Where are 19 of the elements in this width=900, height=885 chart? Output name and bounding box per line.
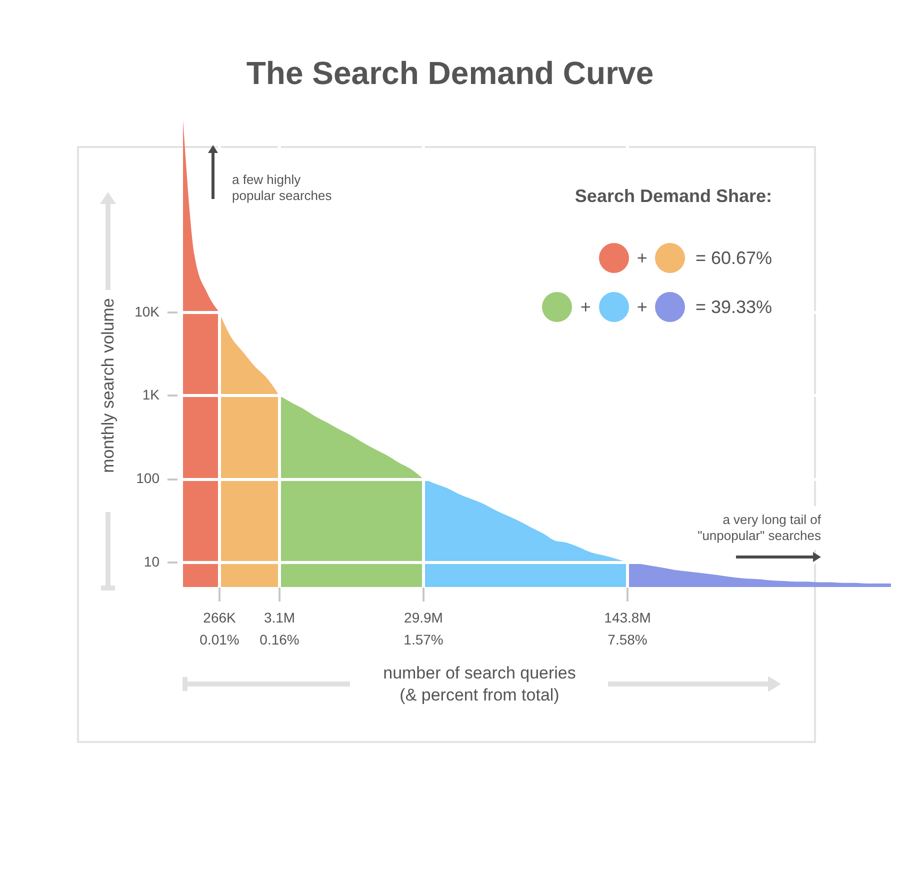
y-tick-label: 10K xyxy=(134,303,160,320)
annotation: a very long tail of "unpopular" searches xyxy=(694,506,821,550)
legend-title: Search Demand Share: xyxy=(574,186,772,207)
y-tick-label: 1K xyxy=(142,386,160,403)
chart-title: The Search Demand Curve xyxy=(245,55,655,92)
annotation: + xyxy=(636,248,648,268)
x-tick-label: 266K 0.01% xyxy=(200,610,240,648)
annotation: = 39.33% xyxy=(695,296,772,318)
text: + xyxy=(636,296,648,316)
y-tick-label: 10 xyxy=(144,553,160,570)
x-axis-title: number of search queries (& percent from total) xyxy=(383,664,576,704)
x-tick-label: 143.8M 7.58% xyxy=(604,610,651,648)
x-tick-label: 3.1M 0.16% xyxy=(260,610,300,648)
x-tick-label: 29.9M 1.57% xyxy=(404,610,444,648)
y-axis-title: monthly search volume xyxy=(98,298,118,473)
annotation: = 60.67% xyxy=(695,248,772,268)
text: + xyxy=(580,296,591,316)
annotation: a few highly popular searches xyxy=(232,172,332,204)
y-tick-label: 100 xyxy=(136,470,160,486)
